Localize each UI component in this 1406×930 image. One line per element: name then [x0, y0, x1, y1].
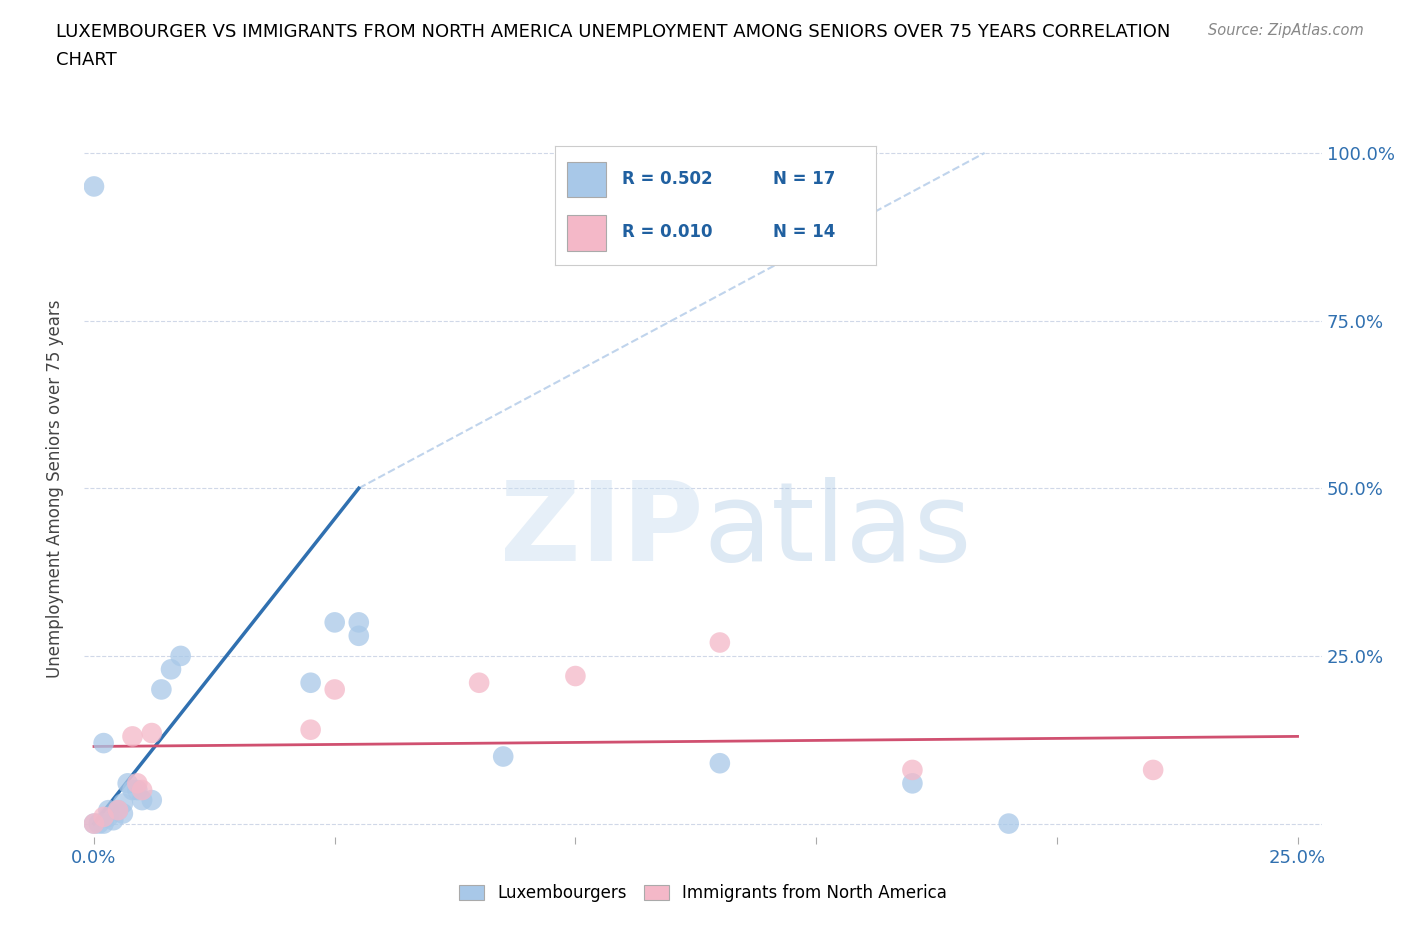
Point — [97, 809, 120, 824]
Point — [87, 817, 110, 831]
Point — [492, 749, 515, 764]
Point — [468, 675, 491, 690]
Text: LUXEMBOURGER VS IMMIGRANTS FROM NORTH AMERICA UNEMPLOYMENT AMONG SENIORS OVER 75: LUXEMBOURGER VS IMMIGRANTS FROM NORTH AM… — [56, 23, 1171, 41]
Point — [127, 776, 149, 790]
Point — [564, 669, 586, 684]
Point — [323, 682, 346, 697]
Point — [93, 817, 115, 831]
Point — [107, 803, 129, 817]
Point — [1142, 763, 1164, 777]
Legend: Luxembourgers, Immigrants from North America: Luxembourgers, Immigrants from North Ame… — [453, 878, 953, 909]
Point — [111, 806, 134, 821]
Text: ZIP: ZIP — [499, 476, 703, 584]
Point — [901, 763, 924, 777]
Point — [347, 615, 370, 630]
Point — [141, 725, 163, 740]
Point — [93, 736, 115, 751]
Point — [83, 817, 105, 831]
Point — [83, 817, 105, 831]
Text: Source: ZipAtlas.com: Source: ZipAtlas.com — [1208, 23, 1364, 38]
Y-axis label: Unemployment Among Seniors over 75 years: Unemployment Among Seniors over 75 years — [45, 299, 63, 677]
Point — [323, 615, 346, 630]
Point — [121, 783, 143, 798]
Point — [107, 803, 129, 817]
Point — [83, 179, 105, 193]
Text: atlas: atlas — [703, 476, 972, 584]
Point — [141, 792, 163, 807]
Point — [111, 796, 134, 811]
Point — [150, 682, 173, 697]
Point — [299, 723, 322, 737]
Point — [131, 783, 153, 798]
Point — [169, 648, 191, 663]
Point — [709, 756, 731, 771]
Point — [901, 776, 924, 790]
Point — [93, 809, 115, 824]
Point — [131, 792, 153, 807]
Point — [160, 662, 183, 677]
Point — [709, 635, 731, 650]
Text: CHART: CHART — [56, 51, 117, 69]
Point — [299, 675, 322, 690]
Point — [103, 813, 125, 828]
Point — [347, 629, 370, 644]
Point — [117, 776, 139, 790]
Point — [997, 817, 1019, 831]
Point — [97, 803, 120, 817]
Point — [127, 783, 149, 798]
Point — [121, 729, 143, 744]
